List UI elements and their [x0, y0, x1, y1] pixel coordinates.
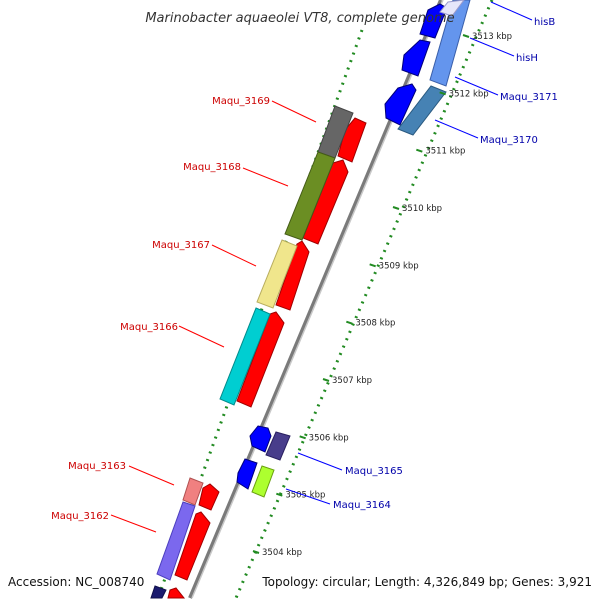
label-leader [469, 37, 515, 57]
cds-arrow[interactable] [401, 39, 431, 77]
outer-gene-track [150, 105, 354, 599]
scale-label: 3508 kbp [355, 319, 395, 329]
cds-arrow[interactable] [236, 311, 285, 408]
gene-block-maqu-3163[interactable] [182, 477, 204, 506]
gene-block-maqu-3164[interactable] [251, 465, 275, 498]
scale-major-tick [392, 206, 400, 210]
label-leader [490, 1, 533, 21]
scale-label: 3513 kbp [472, 32, 512, 42]
scale-label: 3504 kbp [262, 548, 302, 558]
gene-label-maqu-3168[interactable]: Maqu_3168 [183, 162, 241, 173]
label-leader [211, 244, 257, 267]
label-leader [178, 325, 225, 348]
gene-block-maqu-3162[interactable] [156, 501, 196, 581]
reverse-cds-track [236, 0, 471, 498]
cds-arrow[interactable] [337, 117, 367, 163]
gene-label-maqu-3164[interactable]: Maqu_3164 [333, 500, 391, 511]
gene-label-maqu-3171[interactable]: Maqu_3171 [500, 92, 558, 103]
scale-label: 3510 kbp [402, 204, 442, 214]
label-leader [297, 452, 343, 471]
cds-arrow[interactable] [198, 483, 220, 511]
gene-label-maqu-3170[interactable]: Maqu_3170 [480, 135, 538, 146]
gene-label-maqu-3166[interactable]: Maqu_3166 [120, 322, 178, 333]
label-leader [110, 514, 157, 533]
cds-arrow[interactable] [275, 240, 310, 311]
right-gene-labels: hisB hisH Maqu_3171 Maqu_3170 Maqu_3165 … [285, 1, 558, 511]
gene-label-hisB[interactable]: hisB [534, 17, 555, 28]
scale-label: 3509 kbp [379, 261, 419, 271]
scale-major-tick [276, 492, 283, 497]
gene-label-maqu-3163[interactable]: Maqu_3163 [68, 461, 126, 472]
gene-block-hisB[interactable] [429, 0, 471, 87]
forward-cds-track [167, 117, 367, 599]
label-leader [285, 488, 331, 505]
scale-label: 3506 kbp [309, 433, 349, 443]
scale-major-tick [416, 148, 423, 153]
gene-label-maqu-3167[interactable]: Maqu_3167 [152, 240, 210, 251]
label-leader [128, 465, 175, 486]
scale-major-tick [299, 435, 306, 440]
gene-label-hisH[interactable]: hisH [516, 53, 538, 64]
gene-block-maqu-3167[interactable] [256, 239, 298, 309]
scale-major-tick [252, 550, 260, 554]
scale-major-tick [346, 320, 353, 325]
cds-arrow[interactable] [174, 511, 211, 581]
scale-label: 3511 kbp [425, 147, 465, 157]
gene-block-maqu-3168[interactable] [284, 151, 336, 241]
map-title: Marinobacter aquaeolei VT8, complete gen… [145, 11, 454, 26]
topology-text: Topology: circular; Length: 4,326,849 bp… [261, 575, 592, 589]
accession-text: Accession: NC_008740 [8, 575, 144, 589]
scale-label: 3507 kbp [332, 376, 372, 386]
scale-major-tick [462, 34, 470, 38]
gene-block-maqu-3166[interactable] [219, 307, 271, 406]
label-leader [242, 167, 289, 187]
scale-label: 3512 kbp [449, 89, 489, 99]
scale-major-tick [439, 91, 446, 96]
label-leader [271, 100, 317, 123]
gene-label-maqu-3162[interactable]: Maqu_3162 [51, 511, 109, 522]
gene-label-maqu-3169[interactable]: Maqu_3169 [212, 96, 270, 107]
gene-label-maqu-3165[interactable]: Maqu_3165 [345, 466, 403, 477]
cds-arrow[interactable] [384, 83, 417, 126]
gene-block-maqu-3165[interactable] [265, 431, 291, 461]
cds-arrow[interactable] [249, 425, 272, 453]
gene-block-light[interactable] [439, 0, 465, 17]
gene-block-bottom[interactable] [150, 585, 167, 599]
left-gene-labels: Maqu_3169 Maqu_3168 Maqu_3167 Maqu_3166 … [51, 96, 317, 533]
scale-major-tick [322, 378, 330, 382]
cds-arrow[interactable] [236, 458, 258, 490]
scale-major-tick [369, 263, 376, 268]
cds-arrow[interactable] [167, 587, 186, 599]
label-leader [454, 76, 499, 96]
gene-block-maqu-3170[interactable] [397, 85, 447, 136]
label-leader [434, 119, 479, 139]
